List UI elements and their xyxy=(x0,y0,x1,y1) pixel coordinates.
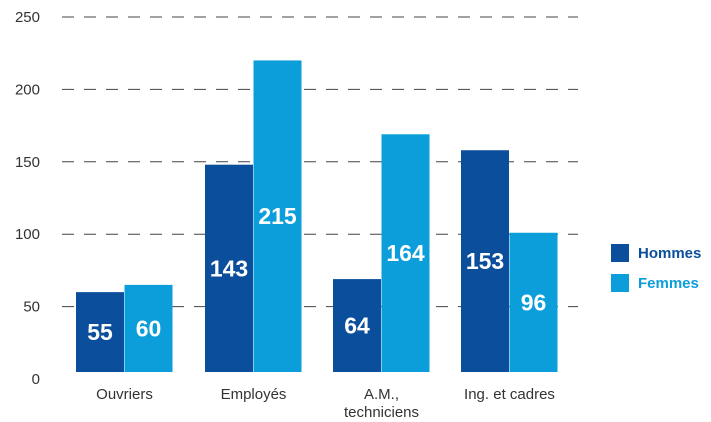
y-axis: 0 50 100 150 200 250 xyxy=(15,9,40,388)
data-label: 164 xyxy=(386,240,425,266)
legend-swatch-hommes xyxy=(611,244,629,262)
data-label: 143 xyxy=(210,255,248,281)
x-category-label: Ing. et cadres xyxy=(464,386,555,403)
data-label: 64 xyxy=(344,313,370,339)
data-label: 96 xyxy=(521,289,547,315)
bar-femmes xyxy=(509,232,558,372)
data-label: 60 xyxy=(136,315,162,341)
y-tick-label: 200 xyxy=(15,81,40,98)
bar-hommes xyxy=(76,292,124,372)
data-label: 153 xyxy=(466,248,504,274)
y-tick-label: 0 xyxy=(32,371,40,388)
bar-hommes xyxy=(333,279,381,372)
bar-femmes xyxy=(381,134,430,372)
y-tick-label: 250 xyxy=(15,9,40,26)
x-category-label: techniciens xyxy=(344,404,419,421)
data-label: 215 xyxy=(258,203,297,229)
bars xyxy=(76,60,558,372)
x-category-label: Employés xyxy=(221,386,287,403)
bar-femmes xyxy=(124,284,173,372)
data-label: 55 xyxy=(87,319,113,345)
legend-label-femmes: Femmes xyxy=(638,275,699,292)
y-tick-label: 100 xyxy=(15,226,40,243)
data-labels: 55 143 64 153 60 215 164 96 xyxy=(87,203,546,345)
legend: Hommes Femmes xyxy=(611,244,701,292)
x-category-label: Ouvriers xyxy=(96,386,153,403)
bar-femmes xyxy=(253,60,302,372)
y-tick-label: 50 xyxy=(23,299,40,316)
y-tick-label: 150 xyxy=(15,154,40,171)
bar-hommes xyxy=(461,150,509,372)
x-axis: Ouvriers Employés A.M.,techniciens Ing. et … xyxy=(96,386,555,421)
legend-swatch-femmes xyxy=(611,274,629,292)
x-category-label: A.M., xyxy=(364,386,399,403)
bar-hommes xyxy=(205,164,253,372)
legend-label-hommes: Hommes xyxy=(638,245,701,262)
